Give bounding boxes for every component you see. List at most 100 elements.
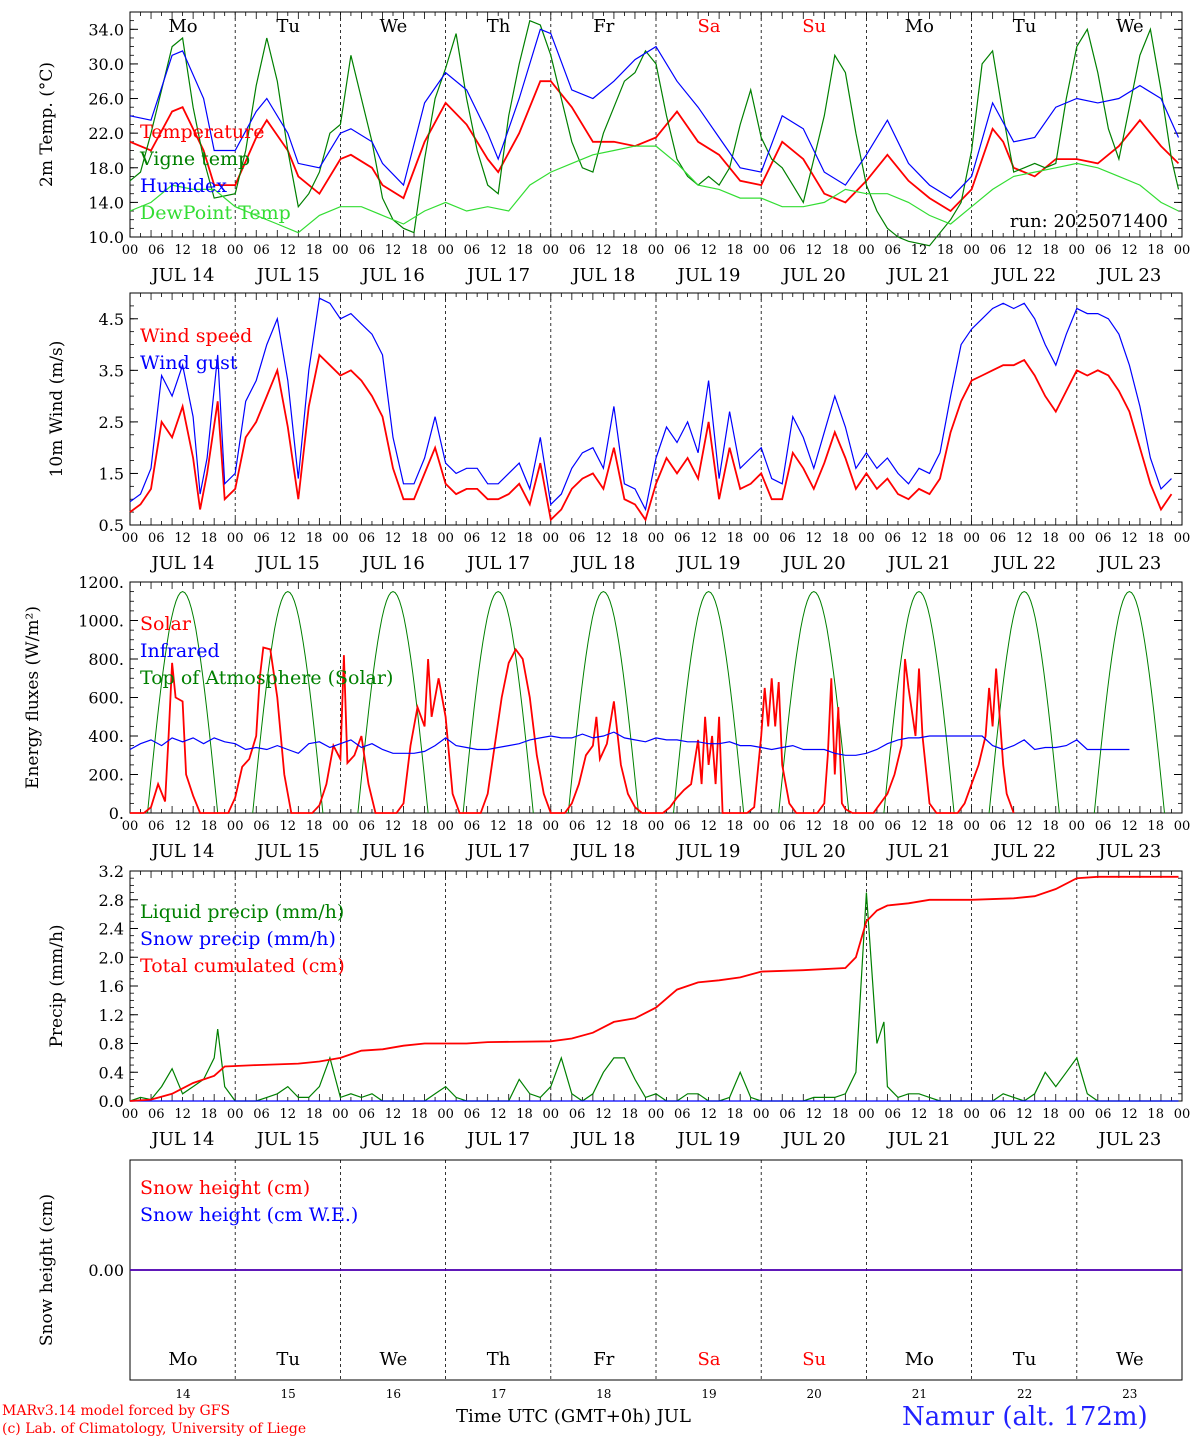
- hour-label: 12: [700, 1107, 717, 1122]
- panel-5: [129, 1159, 1183, 1381]
- hour-label: 12: [490, 243, 507, 258]
- y-axis-label: Precip (mm/h): [47, 924, 67, 1047]
- day-number: 20: [807, 1387, 822, 1401]
- y-tick-label: 0.00: [88, 1261, 124, 1280]
- hour-label: 06: [253, 243, 270, 258]
- hour-label: 06: [253, 1107, 270, 1122]
- hour-label: 12: [385, 1107, 402, 1122]
- hour-label: 18: [1147, 531, 1164, 546]
- hour-label: 06: [148, 531, 165, 546]
- hour-label: 00: [753, 1107, 770, 1122]
- hour-label: 00: [122, 243, 139, 258]
- legend-entry: DewPoint Temp: [140, 202, 291, 224]
- day-number: 16: [386, 1387, 401, 1401]
- hour-label: 00: [437, 1107, 454, 1122]
- day-name: Tu: [276, 16, 300, 37]
- hour-label: 00: [1069, 531, 1086, 546]
- hour-label: 12: [280, 531, 297, 546]
- hour-label: 12: [595, 1107, 612, 1122]
- hour-label: 18: [937, 243, 954, 258]
- hour-label: 06: [779, 531, 796, 546]
- legend-entry: Total cumulated (cm): [140, 955, 345, 977]
- hour-label: 18: [516, 531, 533, 546]
- hour-label: 12: [174, 531, 191, 546]
- toa-solar-line: [462, 591, 534, 814]
- date-label: JUL 17: [465, 553, 530, 574]
- hour-label: 06: [779, 819, 796, 834]
- hour-label: 00: [332, 243, 349, 258]
- legend-entry: Infrared: [140, 640, 220, 662]
- date-label: JUL 20: [781, 265, 846, 286]
- hour-label: 06: [358, 819, 375, 834]
- y-tick-label: 200.: [88, 766, 124, 785]
- hour-label: 18: [1042, 819, 1059, 834]
- y-tick-label: 10.0: [88, 228, 124, 247]
- date-label: JUL 23: [1096, 553, 1161, 574]
- y-tick-label: 4.5: [99, 310, 124, 329]
- y-axis-label: 10m Wind (m/s): [47, 341, 67, 478]
- day-number: 21: [912, 1387, 927, 1401]
- solar-line: [130, 646, 1015, 814]
- day-number: 23: [1122, 1387, 1137, 1401]
- date-label: JUL 14: [150, 841, 215, 862]
- hour-label: 00: [1069, 819, 1086, 834]
- hour-label: 12: [911, 819, 928, 834]
- y-tick-label: 34.0: [88, 20, 124, 39]
- hour-label: 06: [358, 531, 375, 546]
- day-name: Fr: [593, 16, 614, 37]
- hour-label: 06: [1095, 1107, 1112, 1122]
- hour-label: 00: [227, 1107, 244, 1122]
- legend-entry: Snow precip (mm/h): [140, 928, 336, 950]
- hour-label: 12: [490, 819, 507, 834]
- date-label: JUL 21: [886, 1129, 951, 1150]
- hour-label: 12: [806, 1107, 823, 1122]
- y-tick-label: 2.5: [99, 413, 124, 432]
- hour-label: 00: [227, 819, 244, 834]
- hour-label: 12: [174, 1107, 191, 1122]
- hour-label: 12: [911, 243, 928, 258]
- hour-label: 06: [990, 819, 1007, 834]
- hour-label: 18: [411, 819, 428, 834]
- hour-label: 18: [937, 531, 954, 546]
- day-name: Mo: [905, 1349, 934, 1370]
- date-label: JUL 20: [781, 553, 846, 574]
- legend-entry: Solar: [140, 613, 192, 635]
- toa-solar-line: [1093, 591, 1165, 814]
- hour-label: 00: [1069, 1107, 1086, 1122]
- y-tick-label: 2.4: [99, 920, 124, 939]
- day-name: We: [1116, 1349, 1144, 1370]
- hour-label: 18: [516, 1107, 533, 1122]
- y-tick-label: 3.5: [99, 361, 124, 380]
- x-axis-label: Time UTC (GMT+0h) JUL: [456, 1406, 691, 1427]
- hour-label: 18: [306, 819, 323, 834]
- y-tick-label: 0.5: [99, 516, 124, 535]
- day-name: Th: [487, 1349, 511, 1370]
- hour-label: 06: [1095, 819, 1112, 834]
- hour-label: 06: [674, 531, 691, 546]
- panel-1: [129, 11, 1183, 247]
- hour-label: 06: [464, 1107, 481, 1122]
- date-label: JUL 15: [255, 553, 320, 574]
- legend-entry: Snow height (cm W.E.): [140, 1204, 358, 1226]
- hour-label: 00: [1174, 1107, 1191, 1122]
- hour-label: 06: [569, 819, 586, 834]
- y-tick-label: 1000.: [78, 612, 124, 631]
- legend-entry: Humidex: [140, 175, 227, 197]
- day-name: Tu: [1013, 16, 1037, 37]
- hour-label: 12: [490, 531, 507, 546]
- day-name: Mo: [905, 16, 934, 37]
- hour-label: 12: [1016, 243, 1033, 258]
- hour-label: 00: [963, 1107, 980, 1122]
- hour-label: 06: [884, 819, 901, 834]
- hour-label: 12: [595, 531, 612, 546]
- date-label: JUL 19: [676, 553, 741, 574]
- hour-label: 00: [227, 531, 244, 546]
- day-number: 17: [491, 1387, 506, 1401]
- date-label: JUL 23: [1096, 841, 1161, 862]
- day-name: Th: [487, 16, 511, 37]
- infrared-line: [129, 731, 1130, 756]
- hour-label: 12: [1121, 531, 1138, 546]
- model-credit: MARv3.14 model forced by GFS: [2, 1403, 231, 1419]
- hour-label: 06: [1095, 243, 1112, 258]
